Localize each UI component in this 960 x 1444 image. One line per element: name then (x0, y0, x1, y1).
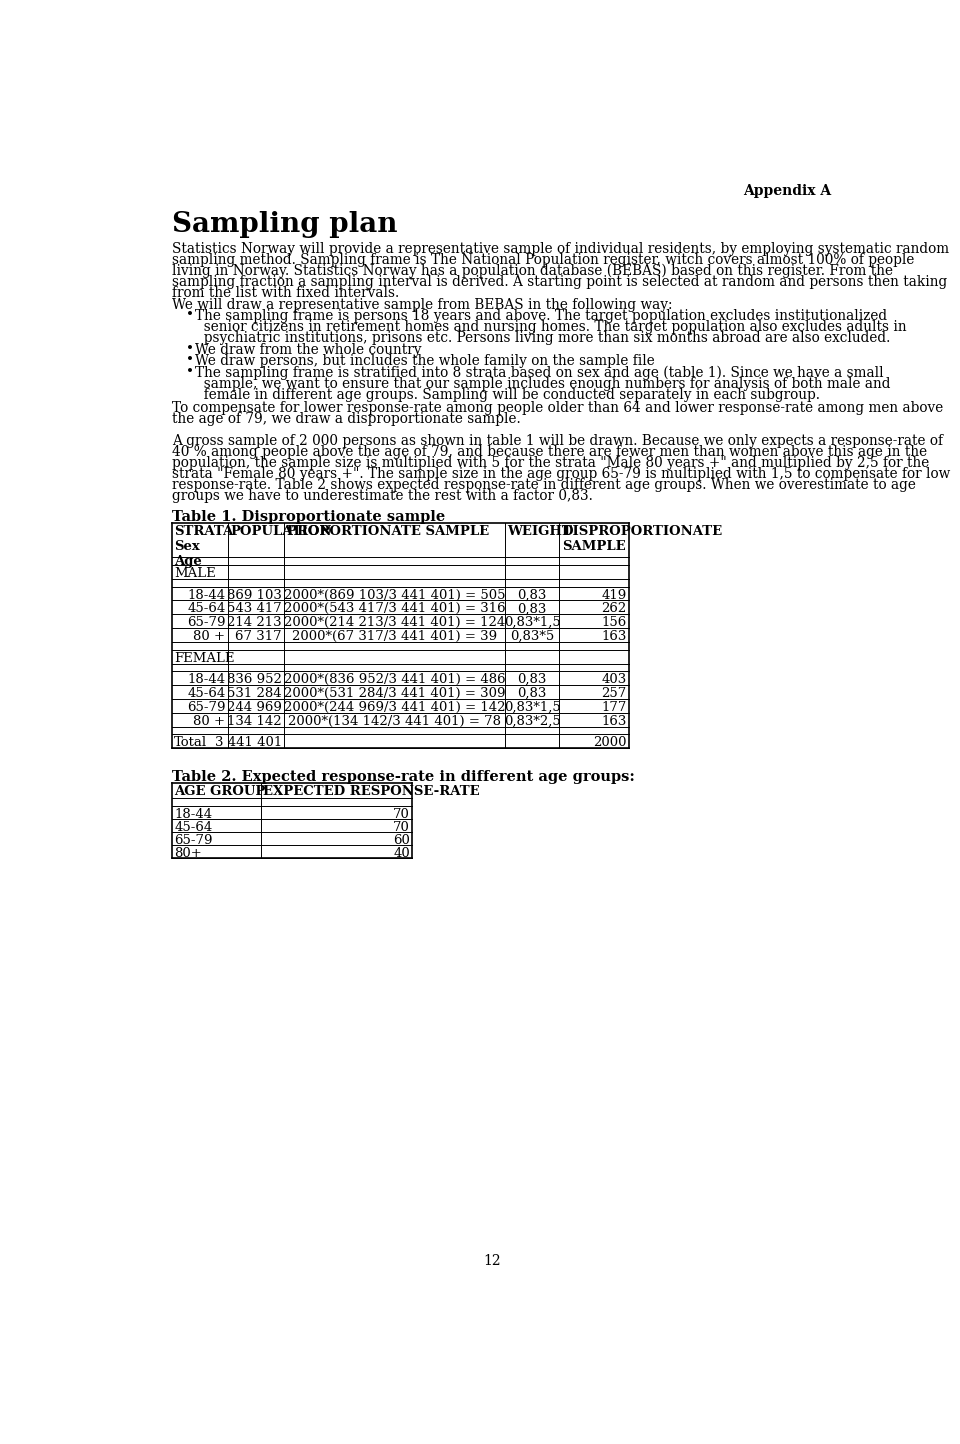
Text: •: • (186, 354, 194, 367)
Text: Table 2. Expected response-rate in different age groups:: Table 2. Expected response-rate in diffe… (172, 770, 635, 784)
Text: 134 142: 134 142 (228, 715, 282, 728)
Text: We will draw a representative sample from BEBAS in the following way:: We will draw a representative sample fro… (172, 297, 672, 312)
Text: 543 417: 543 417 (228, 602, 282, 615)
Text: 80 +: 80 + (193, 630, 226, 643)
Text: 0,83*1,5: 0,83*1,5 (504, 700, 561, 713)
Text: The sampling frame is stratified into 8 strata based on sex and age (table 1). S: The sampling frame is stratified into 8 … (195, 365, 884, 380)
Text: 403: 403 (602, 673, 627, 686)
Text: 0,83: 0,83 (517, 687, 547, 700)
Text: 80 +: 80 + (193, 715, 226, 728)
Text: Table 1. Disproportionate sample: Table 1. Disproportionate sample (172, 510, 445, 524)
Text: POPULATION: POPULATION (230, 526, 331, 539)
Text: 262: 262 (602, 602, 627, 615)
Text: AGE GROUP: AGE GROUP (175, 786, 266, 799)
Text: groups we have to underestimate the rest with a factor 0,83.: groups we have to underestimate the rest… (172, 488, 592, 503)
Text: 40: 40 (393, 848, 410, 861)
Text: 2000*(869 103/3 441 401) = 505: 2000*(869 103/3 441 401) = 505 (284, 589, 506, 602)
Text: MALE: MALE (175, 567, 216, 580)
Text: •: • (186, 365, 194, 380)
Text: 2000*(214 213/3 441 401) = 124: 2000*(214 213/3 441 401) = 124 (284, 617, 505, 630)
Text: We draw from the whole country: We draw from the whole country (195, 342, 421, 357)
Text: 2000*(67 317/3 441 401) = 39: 2000*(67 317/3 441 401) = 39 (292, 630, 497, 643)
Text: 836 952: 836 952 (228, 673, 282, 686)
Text: 18-44: 18-44 (175, 809, 212, 822)
Text: 419: 419 (602, 589, 627, 602)
Text: population, the sample size is multiplied with 5 for the strata "Male 80 years +: population, the sample size is multiplie… (172, 456, 929, 469)
Text: 45-64: 45-64 (187, 687, 226, 700)
Text: 531 284: 531 284 (228, 687, 282, 700)
Text: 70: 70 (393, 809, 410, 822)
Text: 156: 156 (602, 617, 627, 630)
Text: 163: 163 (602, 630, 627, 643)
Text: DISPROPORTIONATE
SAMPLE: DISPROPORTIONATE SAMPLE (562, 526, 723, 553)
Text: 80+: 80+ (175, 848, 202, 861)
Text: 869 103: 869 103 (228, 589, 282, 602)
Text: 2000*(531 284/3 441 401) = 309: 2000*(531 284/3 441 401) = 309 (284, 687, 506, 700)
Text: 18-44: 18-44 (187, 673, 226, 686)
Text: WEIGHT: WEIGHT (508, 526, 572, 539)
Text: 65-79: 65-79 (187, 700, 226, 713)
Text: sampling method. Sampling frame is The National Population register, witch cover: sampling method. Sampling frame is The N… (172, 253, 914, 267)
Text: •: • (186, 308, 194, 322)
Text: PROPORTIONATE SAMPLE: PROPORTIONATE SAMPLE (287, 526, 489, 539)
Text: 0,83: 0,83 (517, 673, 547, 686)
Text: 214 213: 214 213 (228, 617, 282, 630)
Text: senior citizens in retirement homes and nursing homes. The target population als: senior citizens in retirement homes and … (195, 321, 907, 334)
Text: 0,83*1,5: 0,83*1,5 (504, 617, 561, 630)
Text: psychiatric institutions, prisons etc. Persons living more than six months abroa: psychiatric institutions, prisons etc. P… (195, 331, 891, 345)
Text: 3 441 401: 3 441 401 (215, 736, 282, 749)
Text: 0,83*5: 0,83*5 (510, 630, 555, 643)
Text: Appendix A: Appendix A (743, 183, 831, 198)
Text: •: • (186, 342, 194, 355)
Text: 163: 163 (602, 715, 627, 728)
Text: female in different age groups. Sampling will be conducted separately in each su: female in different age groups. Sampling… (195, 388, 820, 401)
Text: A gross sample of 2 000 persons as shown in table 1 will be drawn. Because we on: A gross sample of 2 000 persons as shown… (172, 433, 943, 448)
Text: 45-64: 45-64 (187, 602, 226, 615)
Text: 244 969: 244 969 (228, 700, 282, 713)
Text: 2000*(134 142/3 441 401) = 78: 2000*(134 142/3 441 401) = 78 (288, 715, 501, 728)
Text: from the list with fixed intervals.: from the list with fixed intervals. (172, 286, 399, 299)
Text: 18-44: 18-44 (187, 589, 226, 602)
Text: 12: 12 (483, 1255, 501, 1268)
Text: 70: 70 (393, 822, 410, 835)
Text: 177: 177 (602, 700, 627, 713)
Text: 0,83: 0,83 (517, 602, 547, 615)
Text: 0,83: 0,83 (517, 589, 547, 602)
Text: 2000*(836 952/3 441 401) = 486: 2000*(836 952/3 441 401) = 486 (284, 673, 506, 686)
Text: response-rate. Table 2 shows expected response-rate in different age groups. Whe: response-rate. Table 2 shows expected re… (172, 478, 916, 491)
Text: 0,83*2,5: 0,83*2,5 (504, 715, 561, 728)
Text: 65-79: 65-79 (187, 617, 226, 630)
Text: The sampling frame is persons 18 years and above. The target population excludes: The sampling frame is persons 18 years a… (195, 309, 887, 323)
Text: 45-64: 45-64 (175, 822, 212, 835)
Text: 65-79: 65-79 (175, 835, 213, 848)
Text: 40 % among people above the age of 79, and because there are fewer men than wome: 40 % among people above the age of 79, a… (172, 445, 927, 459)
Text: Statistics Norway will provide a representative sample of individual residents, : Statistics Norway will provide a represe… (172, 241, 949, 256)
Text: living in Norway. Statistics Norway has a population database (BEBAS) based on t: living in Norway. Statistics Norway has … (172, 264, 893, 279)
Text: STRATA
Sex
Age: STRATA Sex Age (175, 526, 233, 569)
Text: the age of 79, we draw a disproportionate sample.: the age of 79, we draw a disproportionat… (172, 412, 520, 426)
Text: Sampling plan: Sampling plan (172, 211, 397, 238)
Text: FEMALE: FEMALE (175, 651, 235, 664)
Text: 67 317: 67 317 (235, 630, 282, 643)
Text: sampling fraction a sampling interval is derived. A starting point is selected a: sampling fraction a sampling interval is… (172, 274, 948, 289)
Text: sample, we want to ensure that our sample includes enough numbers for analysis o: sample, we want to ensure that our sampl… (195, 377, 891, 391)
Text: 2000*(543 417/3 441 401) = 316: 2000*(543 417/3 441 401) = 316 (284, 602, 506, 615)
Text: 2000*(244 969/3 441 401) = 142: 2000*(244 969/3 441 401) = 142 (284, 700, 506, 713)
Text: To compensate for lower response-rate among people older than 64 and lower respo: To compensate for lower response-rate am… (172, 401, 943, 414)
Text: 2000: 2000 (593, 736, 627, 749)
Text: EXPECTED RESPONSE-RATE: EXPECTED RESPONSE-RATE (263, 786, 480, 799)
Text: We draw persons, but includes the whole family on the sample file: We draw persons, but includes the whole … (195, 354, 655, 368)
Text: 60: 60 (393, 835, 410, 848)
Text: strata "Female 80 years +". The sample size in the age group 65-79 is multiplied: strata "Female 80 years +". The sample s… (172, 466, 950, 481)
Text: 257: 257 (602, 687, 627, 700)
Text: Total: Total (175, 736, 207, 749)
